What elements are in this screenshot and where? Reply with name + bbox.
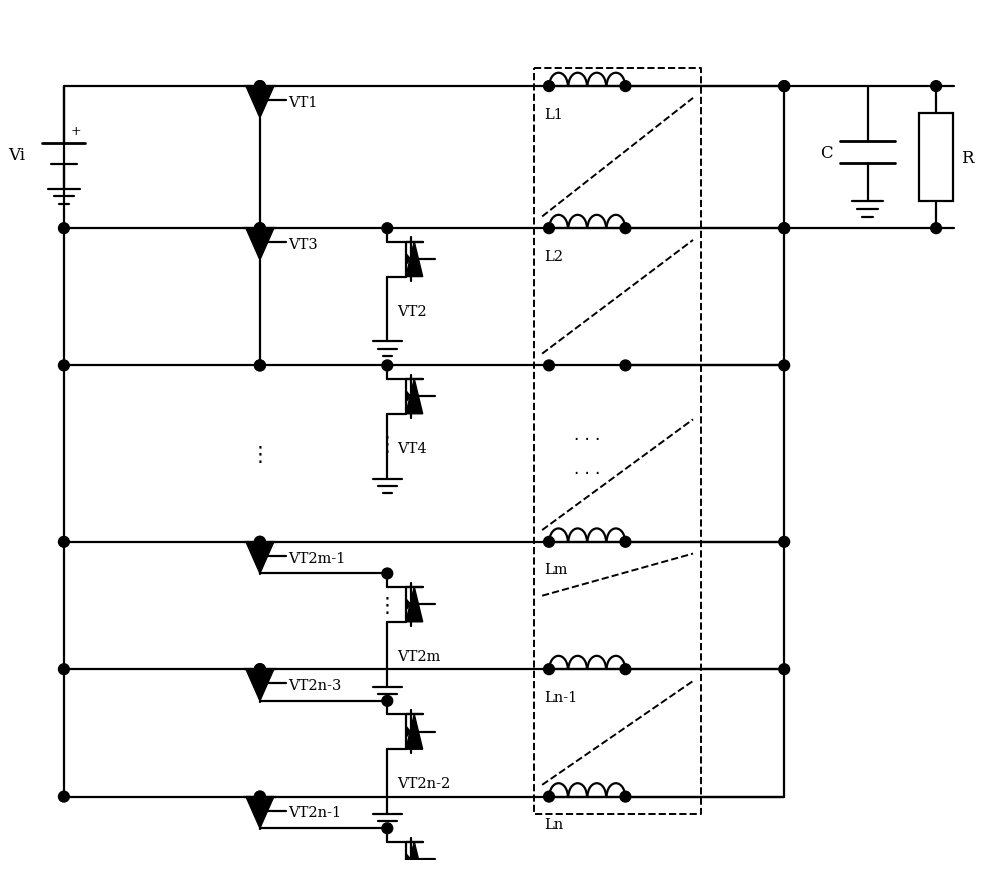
Circle shape xyxy=(620,223,631,235)
Circle shape xyxy=(255,361,265,371)
Text: Ln-1: Ln-1 xyxy=(544,690,577,704)
Circle shape xyxy=(255,537,265,547)
Circle shape xyxy=(382,823,393,833)
Circle shape xyxy=(544,664,554,675)
Text: R: R xyxy=(961,149,973,167)
Bar xyxy=(919,114,953,202)
Text: VT2m-1: VT2m-1 xyxy=(288,551,345,565)
Polygon shape xyxy=(246,669,274,701)
Circle shape xyxy=(255,664,265,675)
Polygon shape xyxy=(406,726,411,738)
Circle shape xyxy=(544,792,554,802)
Text: L2: L2 xyxy=(544,249,563,263)
Circle shape xyxy=(620,361,631,371)
Circle shape xyxy=(382,568,393,579)
Text: VT1: VT1 xyxy=(288,96,317,109)
Circle shape xyxy=(779,361,790,371)
Circle shape xyxy=(255,82,265,92)
Circle shape xyxy=(779,82,790,92)
Circle shape xyxy=(255,792,265,802)
Circle shape xyxy=(255,361,265,371)
Text: Lm: Lm xyxy=(544,562,568,576)
Text: VT4: VT4 xyxy=(398,441,427,455)
Polygon shape xyxy=(406,242,423,277)
Circle shape xyxy=(620,537,631,547)
Circle shape xyxy=(382,223,393,235)
Circle shape xyxy=(255,537,265,547)
Polygon shape xyxy=(406,254,411,266)
Circle shape xyxy=(544,361,554,371)
Circle shape xyxy=(255,82,265,92)
Text: L1: L1 xyxy=(544,108,563,122)
Text: +: + xyxy=(71,125,81,138)
Circle shape xyxy=(779,664,790,675)
Circle shape xyxy=(931,82,941,92)
Text: Ln: Ln xyxy=(544,817,563,831)
Circle shape xyxy=(382,361,393,371)
Polygon shape xyxy=(246,797,274,828)
Polygon shape xyxy=(246,229,274,261)
Text: VT2n-1: VT2n-1 xyxy=(288,806,341,819)
Circle shape xyxy=(620,82,631,92)
Polygon shape xyxy=(246,542,274,574)
Text: VT2m: VT2m xyxy=(398,649,441,663)
Circle shape xyxy=(59,537,69,547)
Polygon shape xyxy=(406,380,423,415)
Text: ⋮: ⋮ xyxy=(377,596,398,616)
Polygon shape xyxy=(406,842,423,869)
Polygon shape xyxy=(406,714,423,749)
Circle shape xyxy=(255,223,265,235)
Circle shape xyxy=(620,792,631,802)
Circle shape xyxy=(544,223,554,235)
Text: VT2: VT2 xyxy=(398,304,427,318)
Circle shape xyxy=(779,223,790,235)
Circle shape xyxy=(59,664,69,675)
Text: · · ·: · · · xyxy=(574,430,600,448)
Circle shape xyxy=(255,792,265,802)
Text: VT3: VT3 xyxy=(288,238,318,252)
Polygon shape xyxy=(406,391,411,402)
Text: VT2n-3: VT2n-3 xyxy=(288,678,341,693)
Circle shape xyxy=(779,82,790,92)
Circle shape xyxy=(620,664,631,675)
Text: C: C xyxy=(820,144,833,162)
Circle shape xyxy=(59,361,69,371)
Polygon shape xyxy=(406,853,411,865)
Text: ⋮: ⋮ xyxy=(249,444,270,464)
Circle shape xyxy=(544,537,554,547)
Polygon shape xyxy=(246,87,274,118)
Circle shape xyxy=(931,223,941,235)
Text: ⋮: ⋮ xyxy=(377,434,398,454)
Text: Vi: Vi xyxy=(8,147,25,163)
Text: VT2n-2: VT2n-2 xyxy=(398,776,451,790)
Circle shape xyxy=(255,664,265,675)
Circle shape xyxy=(779,537,790,547)
Polygon shape xyxy=(406,599,411,610)
Circle shape xyxy=(255,223,265,235)
Circle shape xyxy=(544,82,554,92)
Circle shape xyxy=(59,792,69,802)
Circle shape xyxy=(779,223,790,235)
Circle shape xyxy=(382,696,393,706)
Polygon shape xyxy=(406,587,423,622)
Circle shape xyxy=(59,223,69,235)
Text: · · ·: · · · xyxy=(574,465,600,482)
